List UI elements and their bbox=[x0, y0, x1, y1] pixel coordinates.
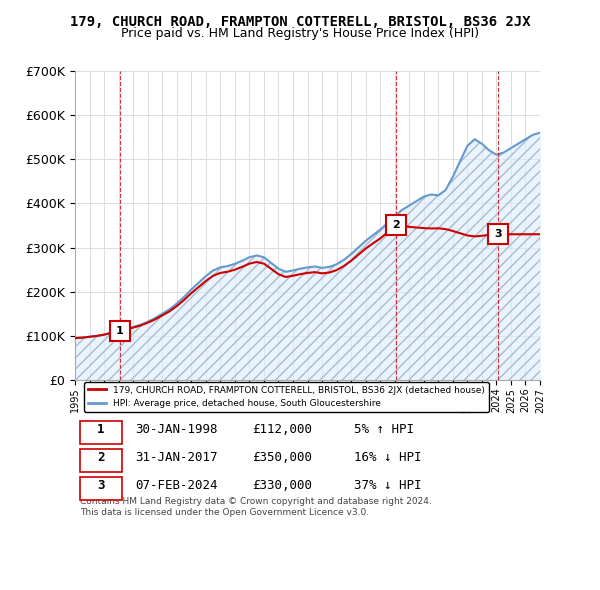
Text: 179, CHURCH ROAD, FRAMPTON COTTERELL, BRISTOL, BS36 2JX: 179, CHURCH ROAD, FRAMPTON COTTERELL, BR… bbox=[70, 15, 530, 29]
Text: 1: 1 bbox=[97, 423, 104, 436]
Text: £112,000: £112,000 bbox=[252, 423, 312, 436]
Text: 16% ↓ HPI: 16% ↓ HPI bbox=[354, 451, 421, 464]
Text: 3: 3 bbox=[494, 230, 502, 240]
FancyBboxPatch shape bbox=[80, 449, 121, 471]
Text: 1: 1 bbox=[116, 326, 124, 336]
Text: 3: 3 bbox=[97, 479, 104, 492]
Text: Contains HM Land Registry data © Crown copyright and database right 2024.
This d: Contains HM Land Registry data © Crown c… bbox=[80, 497, 431, 517]
Text: 2: 2 bbox=[97, 451, 104, 464]
Legend: 179, CHURCH ROAD, FRAMPTON COTTERELL, BRISTOL, BS36 2JX (detached house), HPI: A: 179, CHURCH ROAD, FRAMPTON COTTERELL, BR… bbox=[84, 382, 488, 412]
Text: £330,000: £330,000 bbox=[252, 479, 312, 492]
Text: £350,000: £350,000 bbox=[252, 451, 312, 464]
Text: Price paid vs. HM Land Registry's House Price Index (HPI): Price paid vs. HM Land Registry's House … bbox=[121, 27, 479, 40]
FancyBboxPatch shape bbox=[80, 421, 121, 444]
Text: 5% ↑ HPI: 5% ↑ HPI bbox=[354, 423, 414, 436]
Text: 31-JAN-2017: 31-JAN-2017 bbox=[136, 451, 218, 464]
Text: 30-JAN-1998: 30-JAN-1998 bbox=[136, 423, 218, 436]
Text: 07-FEB-2024: 07-FEB-2024 bbox=[136, 479, 218, 492]
Text: 37% ↓ HPI: 37% ↓ HPI bbox=[354, 479, 421, 492]
FancyBboxPatch shape bbox=[80, 477, 121, 500]
Text: 2: 2 bbox=[392, 221, 400, 231]
